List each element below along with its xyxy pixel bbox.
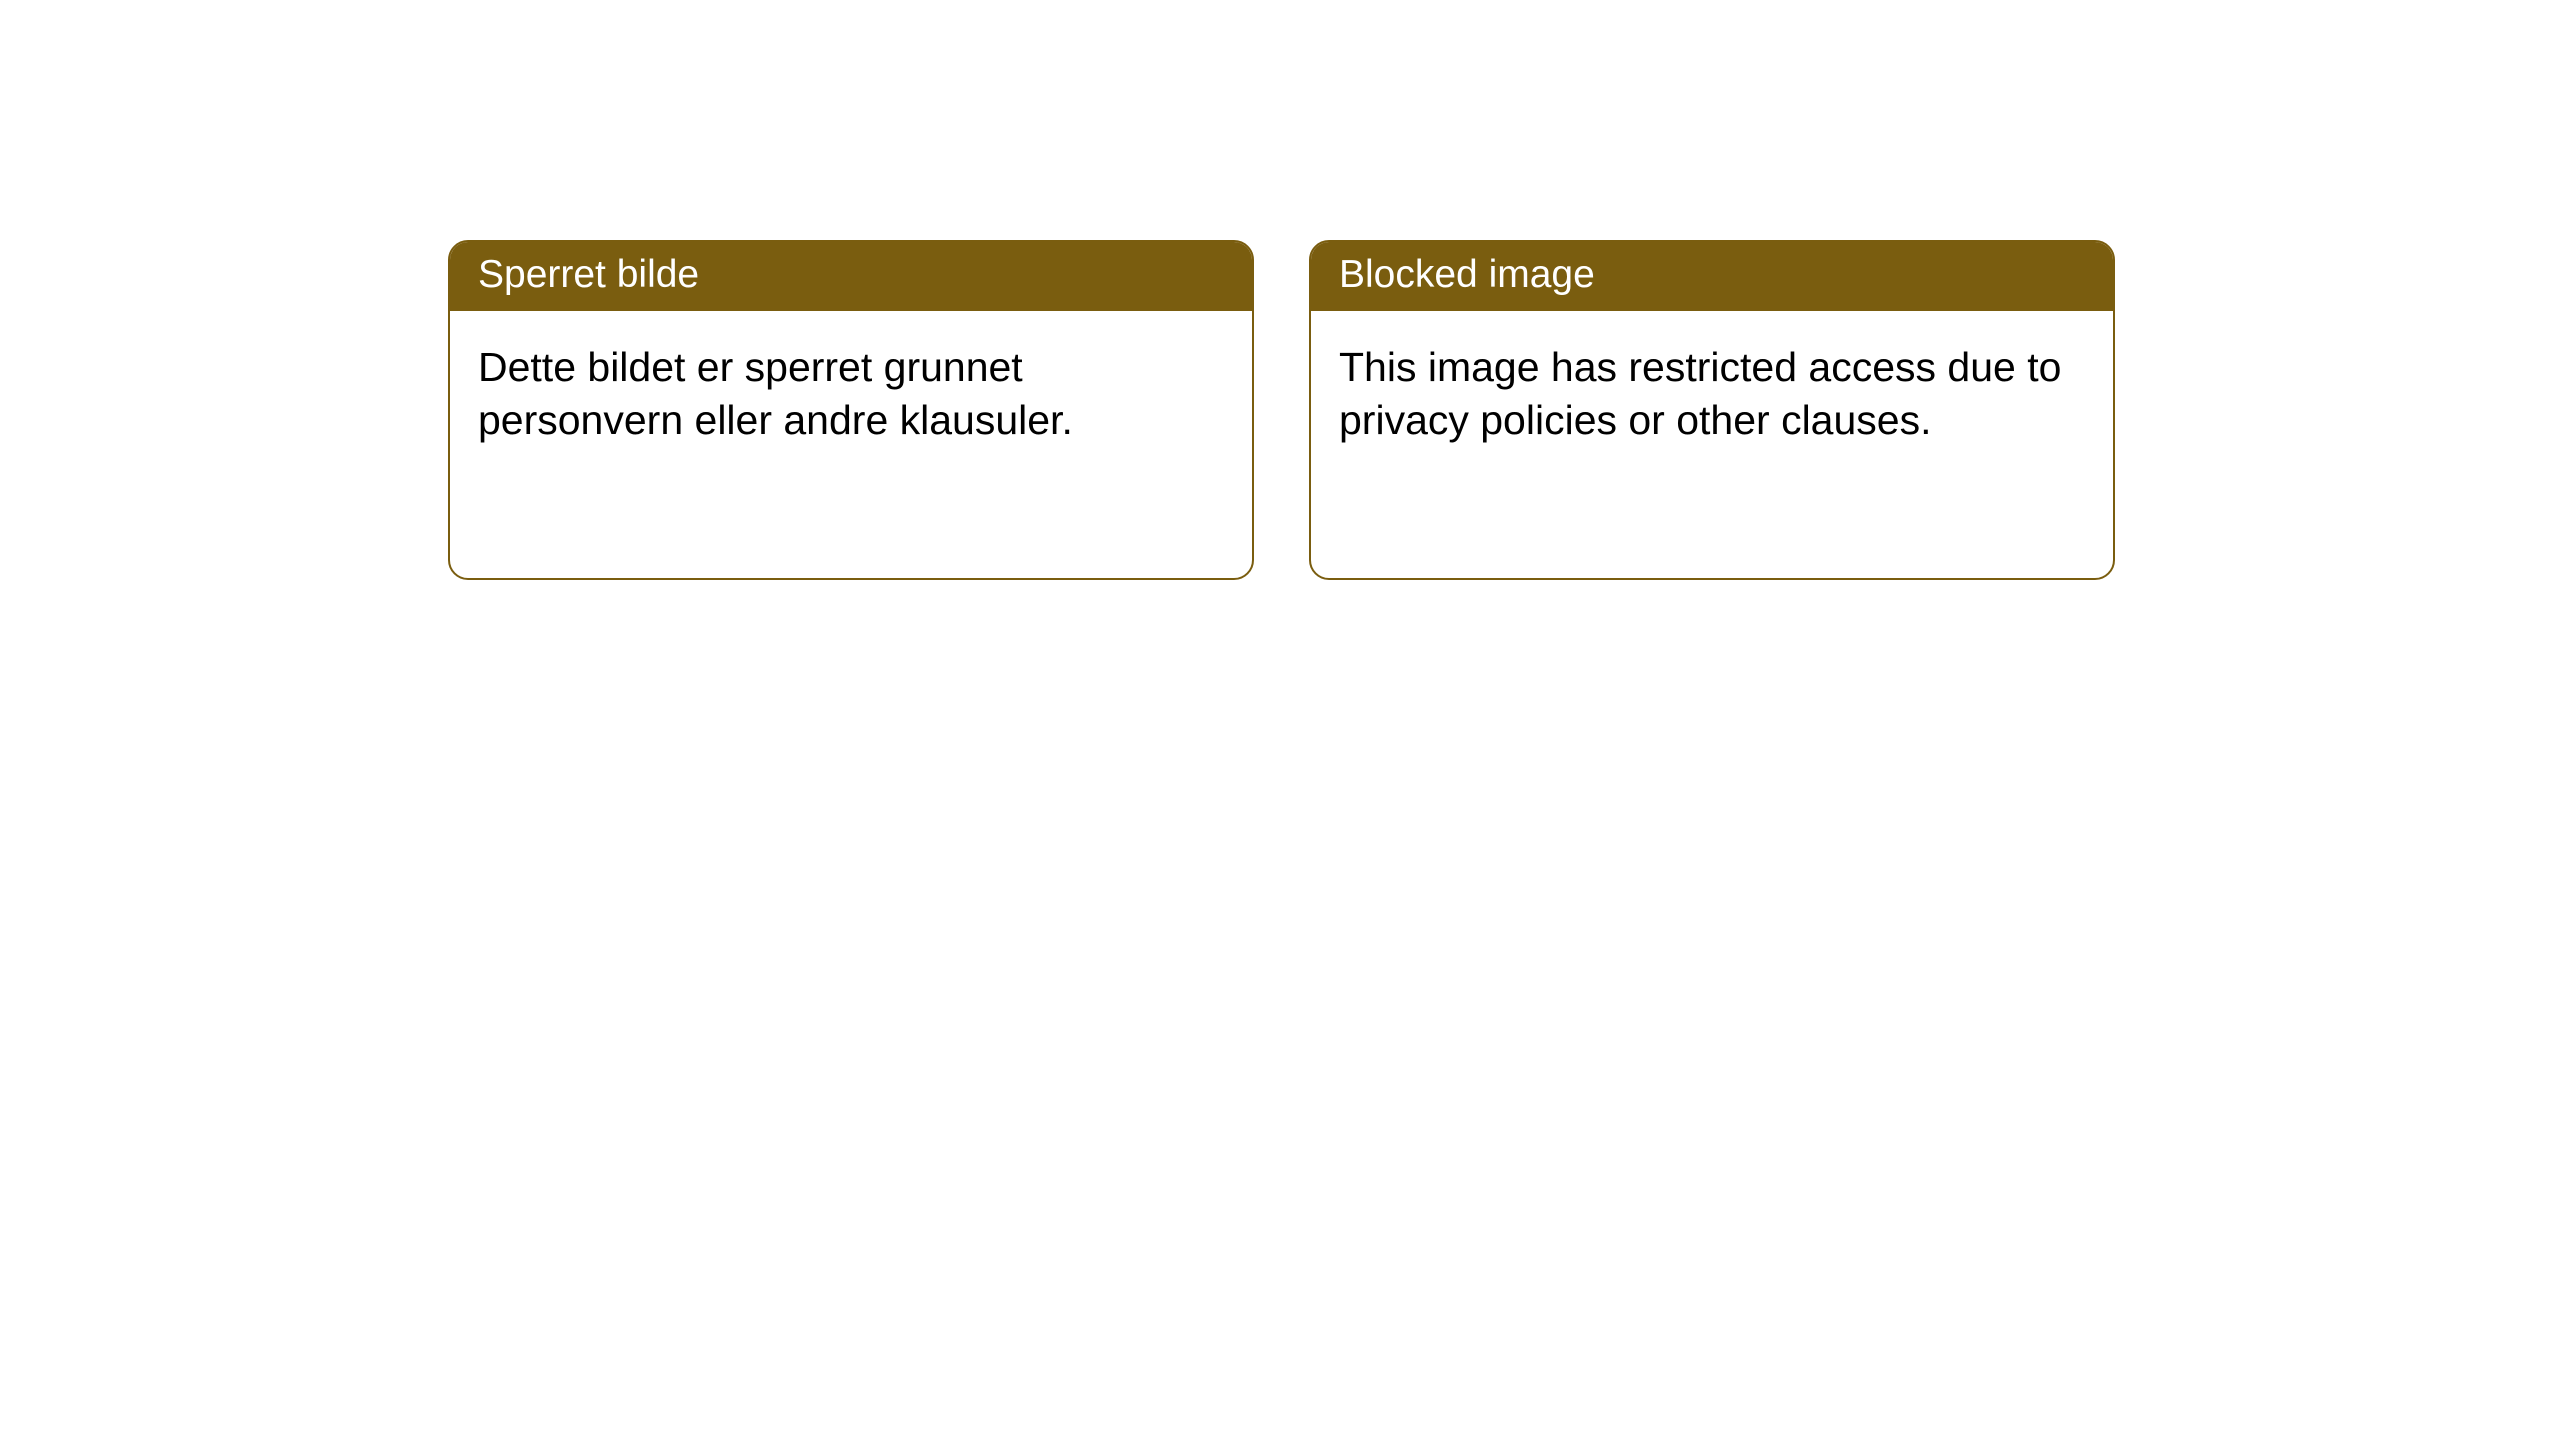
blocked-image-card-norwegian: Sperret bilde Dette bildet er sperret gr…: [448, 240, 1254, 580]
blocked-image-card-english: Blocked image This image has restricted …: [1309, 240, 2115, 580]
notice-cards-container: Sperret bilde Dette bildet er sperret gr…: [0, 0, 2560, 580]
card-header: Sperret bilde: [450, 242, 1252, 311]
card-body: Dette bildet er sperret grunnet personve…: [450, 311, 1252, 478]
card-body: This image has restricted access due to …: [1311, 311, 2113, 478]
card-body-text: This image has restricted access due to …: [1339, 344, 2061, 443]
card-body-text: Dette bildet er sperret grunnet personve…: [478, 344, 1073, 443]
card-title: Blocked image: [1339, 253, 1595, 296]
card-title: Sperret bilde: [478, 253, 699, 296]
card-header: Blocked image: [1311, 242, 2113, 311]
